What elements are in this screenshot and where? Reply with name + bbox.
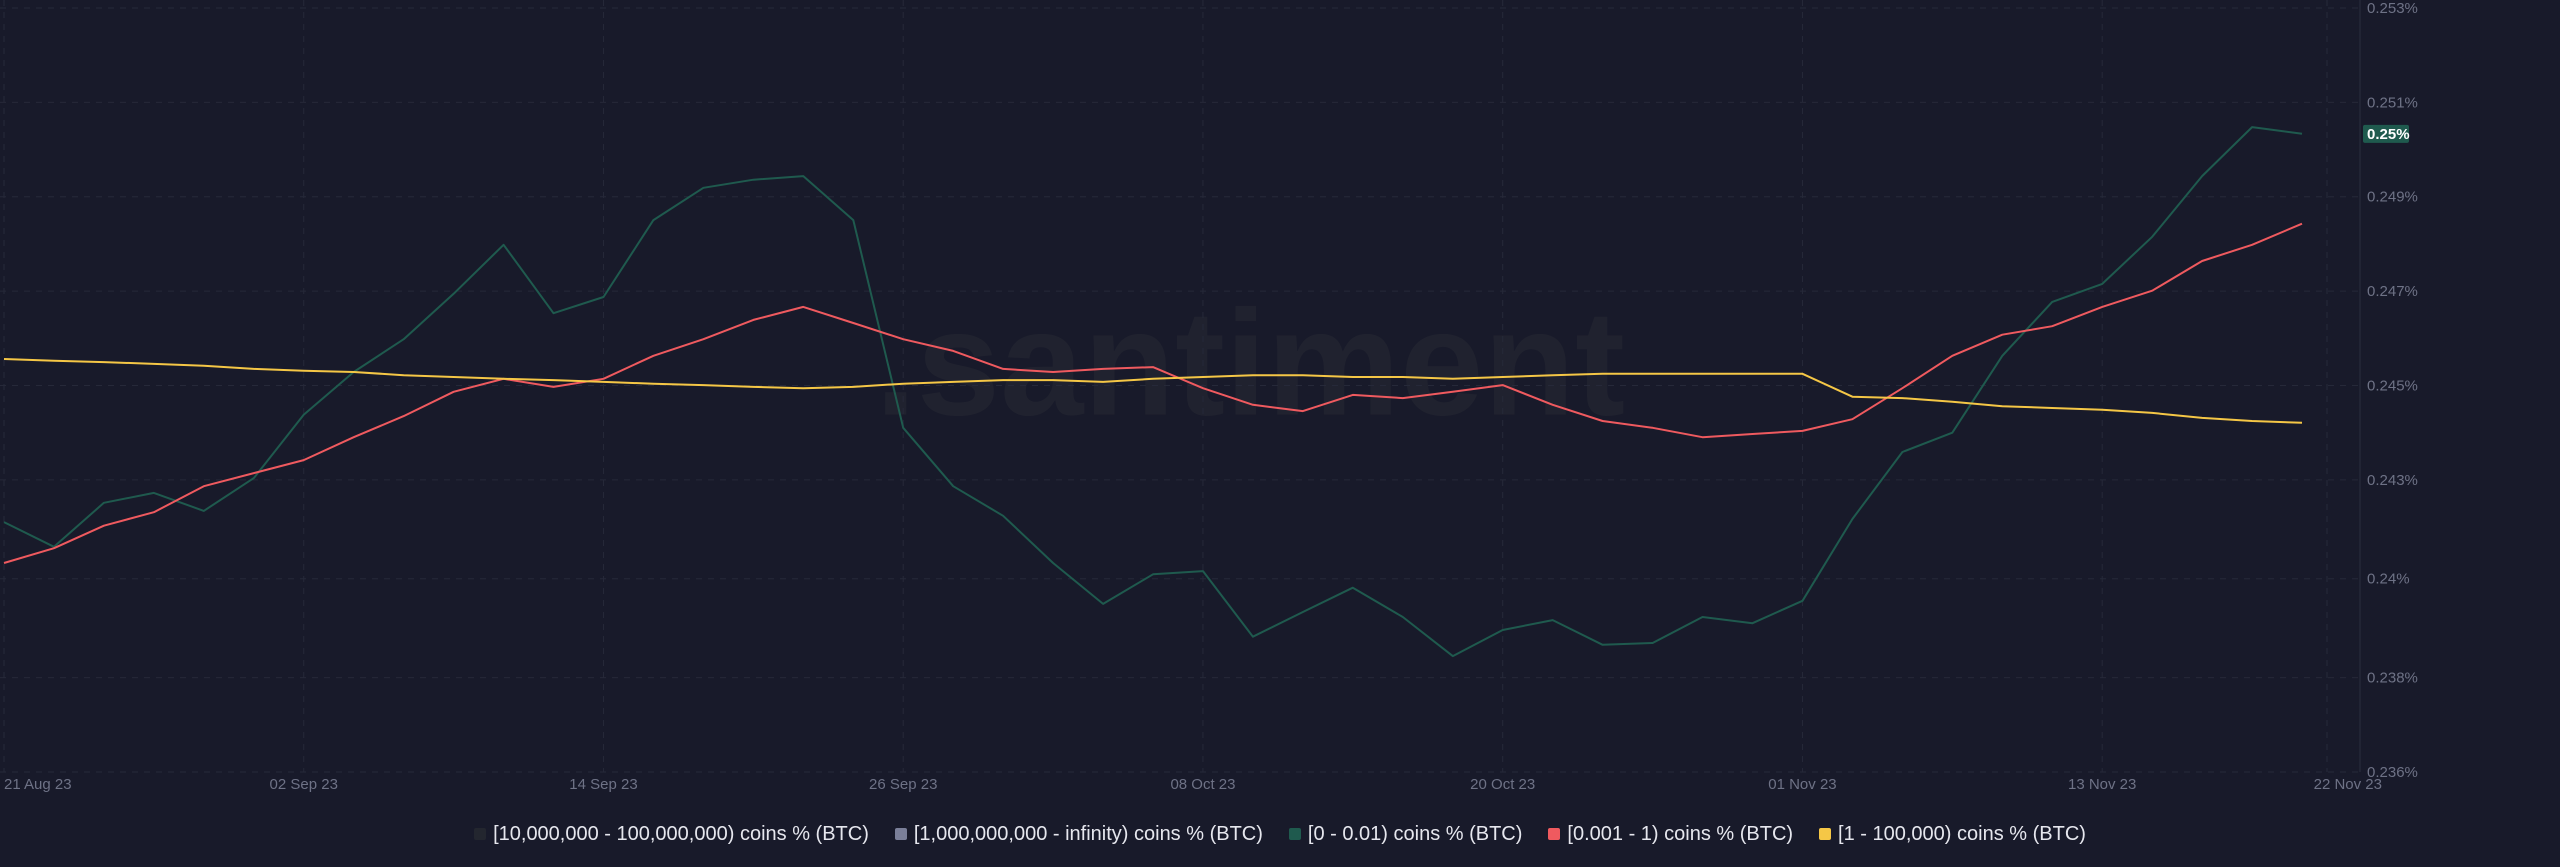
x-tick-label: 22 Nov 23 [2314,776,2382,793]
y-tick-label: 0.247% [2367,283,2418,300]
y-tick-label: 0.236% [2367,764,2418,781]
legend-swatch [1548,828,1561,840]
legend-swatch [474,828,487,840]
y-tick-label: 0.238% [2367,670,2418,687]
series-line [3,222,2303,564]
x-tick-label: 13 Nov 23 [2068,776,2136,793]
y-tick-label: 0.251% [2367,94,2418,111]
x-tick-label: 14 Sep 23 [569,776,637,793]
legend-label: [1,000,000,000 - infinity) coins % (BTC) [913,822,1263,845]
legend-label: [0.001 - 1) coins % (BTC) [1567,822,1794,845]
x-tick-label: 26 Sep 23 [869,776,937,793]
y-tick-label: 0.249% [2367,189,2418,206]
legend-swatch [894,828,907,840]
legend-swatch [1288,828,1301,840]
legend-label: [10,000,000 - 100,000,000) coins % (BTC) [493,822,869,845]
last-value-badge: 0.25% [2363,124,2410,143]
x-tick-label: 08 Oct 23 [1170,776,1235,793]
legend-label: [1 - 100,000) coins % (BTC) [1838,822,2086,845]
chart: .santiment 0.236% 0.238% 0.24% 0.243% 0.245%… [0,0,2418,793]
legend: [10,000,000 - 100,000,000) coins % (BTC)… [0,816,2560,852]
series-line [3,126,2303,658]
y-tick-label: 0.243% [2367,472,2418,489]
x-tick-label: 20 Oct 23 [1470,776,1535,793]
legend-item[interactable]: [1,000,000,000 - infinity) coins % (BTC) [894,822,1263,846]
x-tick-label: 02 Sep 23 [270,776,338,793]
y-tick-label: 0.24% [2367,571,2410,588]
badge-label: 0.25% [2367,126,2410,143]
legend-label: [0 - 0.01) coins % (BTC) [1307,822,1523,845]
x-tick-label: 01 Nov 23 [1768,776,1836,793]
legend-item[interactable]: [1 - 100,000) coins % (BTC) [1819,823,2086,846]
watermark: .santiment [875,279,1625,447]
legend-item[interactable]: [0.001 - 1) coins % (BTC) [1548,823,1793,846]
legend-item[interactable]: [0 - 0.01) coins % (BTC) [1288,822,1523,846]
badge-bg [2363,124,2409,143]
legend-swatch [1819,828,1832,840]
x-tick-label: 21 Aug 23 [4,776,72,793]
series-line [3,358,2303,424]
y-tick-label: 0.253% [2367,0,2418,17]
legend-item[interactable]: [10,000,000 - 100,000,000) coins % (BTC) [474,823,869,846]
y-tick-label: 0.245% [2367,377,2418,394]
